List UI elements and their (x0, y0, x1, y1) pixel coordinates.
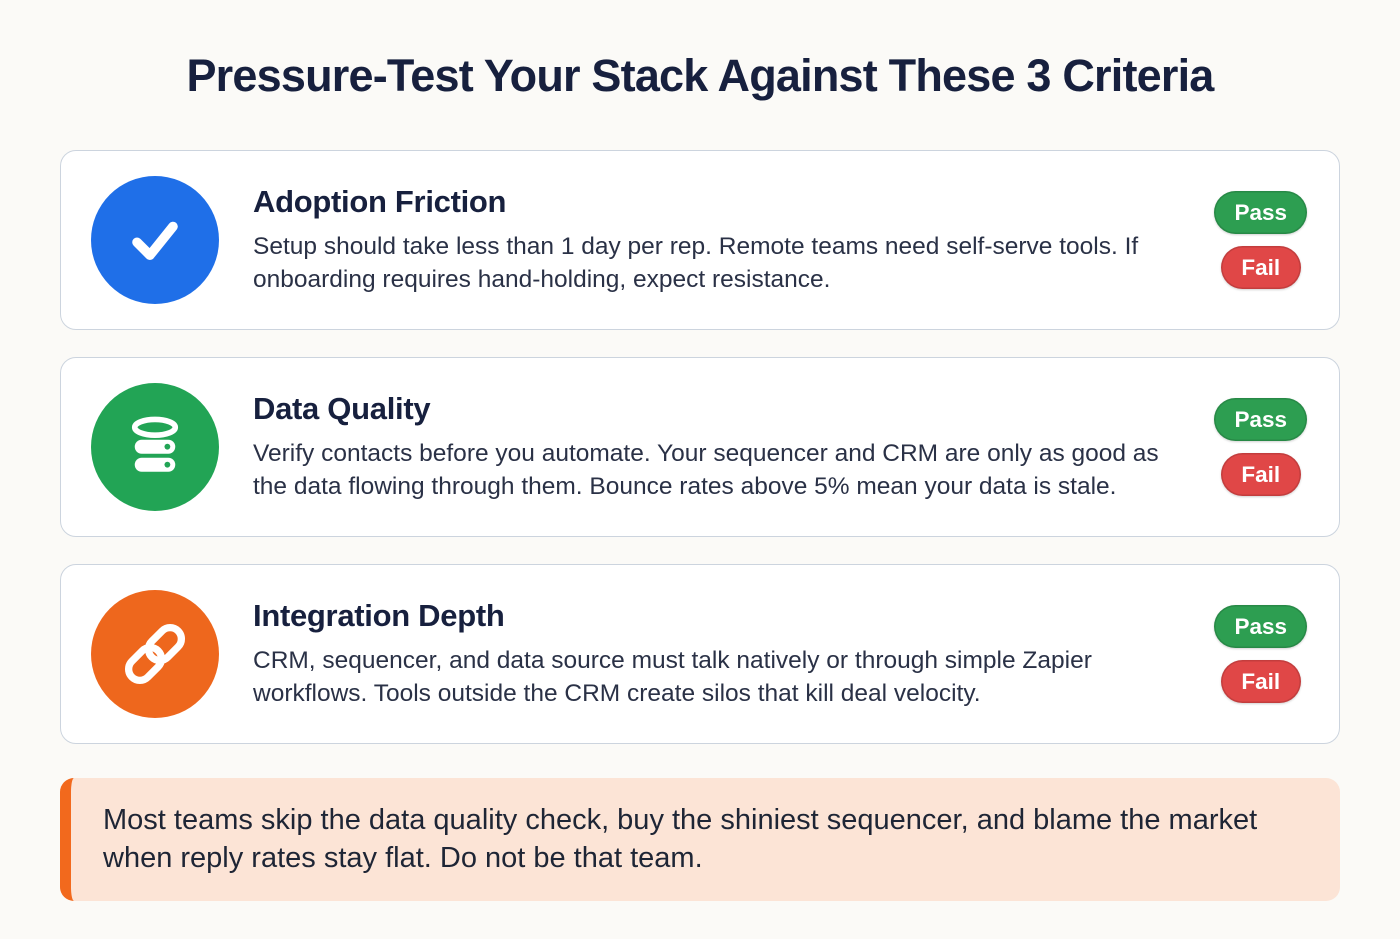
card-title: Adoption Friction (253, 183, 507, 219)
database-icon (91, 383, 219, 511)
pass-fail-group: Pass Fail (1214, 605, 1309, 703)
card-text-block: Adoption Friction Setup should take less… (253, 184, 1193, 296)
card-text-block: Data Quality Verify contacts before you … (253, 391, 1193, 503)
pass-button[interactable]: Pass (1214, 398, 1307, 441)
criteria-card-list: Adoption Friction Setup should take less… (60, 150, 1340, 744)
callout-text: Most teams skip the data quality check, … (103, 804, 1258, 875)
page-title: Pressure-Test Your Stack Against These 3… (186, 50, 1214, 101)
check-icon (91, 176, 219, 304)
pass-fail-group: Pass Fail (1214, 398, 1309, 496)
card-description: CRM, sequencer, and data source must tal… (253, 646, 1092, 707)
pass-fail-group: Pass Fail (1214, 191, 1309, 289)
card-data-quality: Data Quality Verify contacts before you … (60, 357, 1340, 537)
card-title: Integration Depth (253, 597, 505, 633)
page: Pressure-Test Your Stack Against These 3… (0, 50, 1400, 901)
fail-button[interactable]: Fail (1220, 453, 1301, 496)
card-integration-depth: Integration Depth CRM, sequencer, and da… (60, 564, 1340, 744)
card-title: Data Quality (253, 390, 431, 426)
card-description: Verify contacts before you automate. You… (253, 439, 1159, 500)
pass-button[interactable]: Pass (1214, 191, 1307, 234)
pass-button[interactable]: Pass (1214, 605, 1307, 648)
card-text-block: Integration Depth CRM, sequencer, and da… (253, 598, 1193, 710)
fail-button[interactable]: Fail (1220, 660, 1301, 703)
card-description: Setup should take less than 1 day per re… (253, 232, 1139, 293)
warning-callout: Most teams skip the data quality check, … (60, 778, 1340, 901)
link-icon (91, 590, 219, 718)
fail-button[interactable]: Fail (1220, 246, 1301, 289)
card-adoption-friction: Adoption Friction Setup should take less… (60, 150, 1340, 330)
